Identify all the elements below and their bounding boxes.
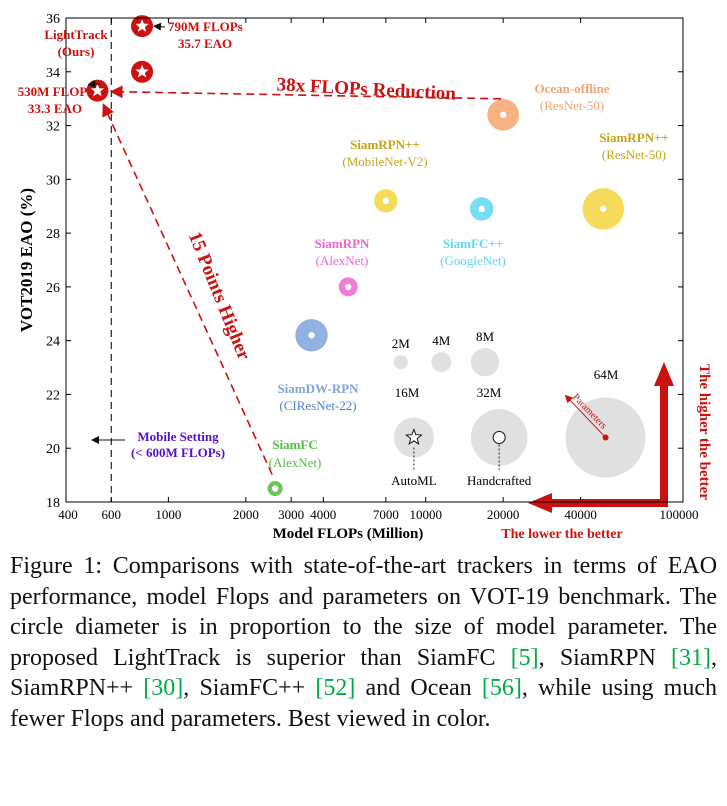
caption-separator: , SiamRPN++ bbox=[10, 644, 717, 702]
legend-bubble bbox=[470, 348, 500, 377]
y-tick-label: 22 bbox=[46, 388, 60, 403]
x-tick-label: 3000 bbox=[278, 507, 304, 522]
tracker-name-label: SiamFC bbox=[272, 437, 318, 452]
figure-caption: Figure 1: Comparisons with state-of-the-… bbox=[10, 551, 717, 734]
caption-tail: , while using much fewer Flops and param… bbox=[10, 675, 718, 732]
x-tick-label: 1000 bbox=[155, 507, 181, 522]
tracker-center-dot bbox=[499, 111, 507, 119]
legend-bubble bbox=[393, 355, 408, 370]
plot-frame bbox=[65, 17, 684, 503]
x-tick-label: 2000 bbox=[233, 507, 259, 522]
legend-bubble-label: 32M bbox=[477, 385, 502, 400]
y-tick-label: 34 bbox=[46, 66, 60, 81]
lower-better-label: The lower the better bbox=[501, 527, 622, 542]
x-tick-label: 4000 bbox=[310, 507, 336, 522]
y-tick-label: 24 bbox=[46, 335, 60, 350]
higher-better-arrow-head bbox=[654, 362, 674, 386]
tracker-backbone-label: (AlexNet) bbox=[269, 455, 322, 470]
automl-star-marker bbox=[404, 428, 423, 446]
tracker-center-dot bbox=[382, 197, 390, 205]
y-tick-label: 26 bbox=[46, 281, 60, 296]
tracker-name-label: Ocean-offline bbox=[534, 81, 609, 96]
points-higher-label: 15 Points Higher bbox=[184, 229, 255, 364]
caption-figure-label: Figure 1: bbox=[10, 553, 103, 579]
caption-separator: and Ocean bbox=[355, 675, 482, 701]
x-tick-label: 10000 bbox=[409, 507, 442, 522]
x-axis-label: Model FLOPs (Million) bbox=[273, 526, 424, 542]
x-tick-label: 400 bbox=[58, 507, 78, 522]
citation-ref-52[interactable]: [52] bbox=[315, 675, 356, 701]
citation-ref-31[interactable]: [31] bbox=[671, 644, 711, 671]
lighttrack-flops-label: 530M FLOPs bbox=[18, 84, 93, 99]
legend-bubble-label: 2M bbox=[392, 336, 411, 351]
legend-bubble-label: 8M bbox=[476, 329, 495, 344]
x-tick-label: 600 bbox=[102, 507, 122, 522]
tracker-center-dot bbox=[308, 332, 315, 339]
mobile-setting-label: (< 600M FLOPs) bbox=[131, 445, 225, 460]
handcrafted-label: Handcrafted bbox=[467, 473, 532, 488]
x-tick-label: 7000 bbox=[373, 507, 399, 522]
parameters-arrow bbox=[564, 394, 606, 438]
tracker-name-label: SiamRPN bbox=[315, 236, 371, 251]
y-tick-label: 32 bbox=[46, 120, 60, 135]
y-tick-label: 20 bbox=[46, 442, 60, 457]
higher-better-label: The higher the better bbox=[696, 364, 712, 500]
tracker-backbone-label: (ResNet-50) bbox=[540, 98, 604, 113]
y-axis-label: VOT2019 EAO (%) bbox=[17, 188, 36, 332]
tracker-backbone-label: (GoogleNet) bbox=[440, 253, 506, 268]
x-tick-label: 40000 bbox=[564, 507, 597, 522]
lighttrack-530-pointer bbox=[87, 80, 101, 89]
mobile-setting-label: Mobile Setting bbox=[137, 429, 219, 444]
tracker-name-label: SiamRPN++ bbox=[350, 137, 420, 152]
tracker-backbone-label: (MobileNet-V2) bbox=[342, 154, 427, 169]
points-higher-arrow bbox=[102, 103, 273, 475]
flops-reduction-label: 38x FLOPs Reduction bbox=[276, 74, 457, 104]
tracker-name-label: SiamRPN++ bbox=[599, 130, 669, 145]
legend-bubble bbox=[431, 352, 452, 373]
x-tick-label: 20000 bbox=[487, 507, 520, 522]
legend-bubble-label: 64M bbox=[594, 367, 619, 382]
tracker-backbone-label: (ResNet-50) bbox=[602, 147, 666, 162]
tracker-backbone-label: (AlexNet) bbox=[316, 253, 369, 268]
y-tick-label: 28 bbox=[46, 227, 60, 242]
legend-bubble-label: 4M bbox=[432, 333, 451, 348]
y-tick-label: 36 bbox=[46, 12, 60, 27]
caption-separator: , SiamFC++ bbox=[183, 675, 316, 701]
lighttrack-name-label: LightTrack bbox=[44, 27, 108, 42]
lighttrack-eao-label: 35.7 EAO bbox=[178, 36, 232, 51]
lighttrack-star-icon bbox=[135, 64, 149, 78]
caption-text: Comparisons with state-of-the-art tracke… bbox=[10, 553, 718, 671]
citation-ref-5[interactable]: [5] bbox=[510, 644, 539, 671]
lighttrack-eao-label: 33.3 EAO bbox=[28, 101, 82, 116]
handcrafted-circle-marker bbox=[492, 430, 506, 444]
lighttrack-star-icon bbox=[135, 19, 149, 32]
tracker-center-dot bbox=[478, 205, 485, 213]
tracker-name-label: SiamFC++ bbox=[443, 236, 503, 251]
lighttrack-name-label: (Ours) bbox=[58, 44, 95, 59]
tracker-name-label: SiamDW-RPN bbox=[277, 381, 359, 396]
tracker-center-dot bbox=[600, 205, 607, 213]
lighttrack-star-icon bbox=[90, 83, 105, 97]
y-tick-label: 18 bbox=[46, 496, 60, 511]
citation-ref-56[interactable]: [56] bbox=[481, 675, 522, 701]
lower-better-arrow-head bbox=[528, 493, 552, 513]
y-tick-label: 30 bbox=[46, 173, 60, 188]
tracker-center-dot bbox=[271, 485, 279, 492]
legend-bubble-label: 16M bbox=[395, 385, 420, 400]
lighttrack-790-pointer bbox=[153, 22, 166, 31]
caption-separator: , SiamRPN bbox=[538, 644, 672, 671]
tracker-backbone-label: (CIResNet-22) bbox=[279, 398, 356, 413]
parameters-arrow-origin bbox=[602, 434, 609, 441]
citation-ref-30[interactable]: [30] bbox=[143, 675, 184, 701]
lighttrack-flops-label: 790M FLOPs bbox=[168, 19, 243, 34]
tracker-center-dot bbox=[345, 283, 352, 291]
automl-label: AutoML bbox=[391, 473, 437, 488]
x-tick-label: 100000 bbox=[660, 507, 699, 522]
